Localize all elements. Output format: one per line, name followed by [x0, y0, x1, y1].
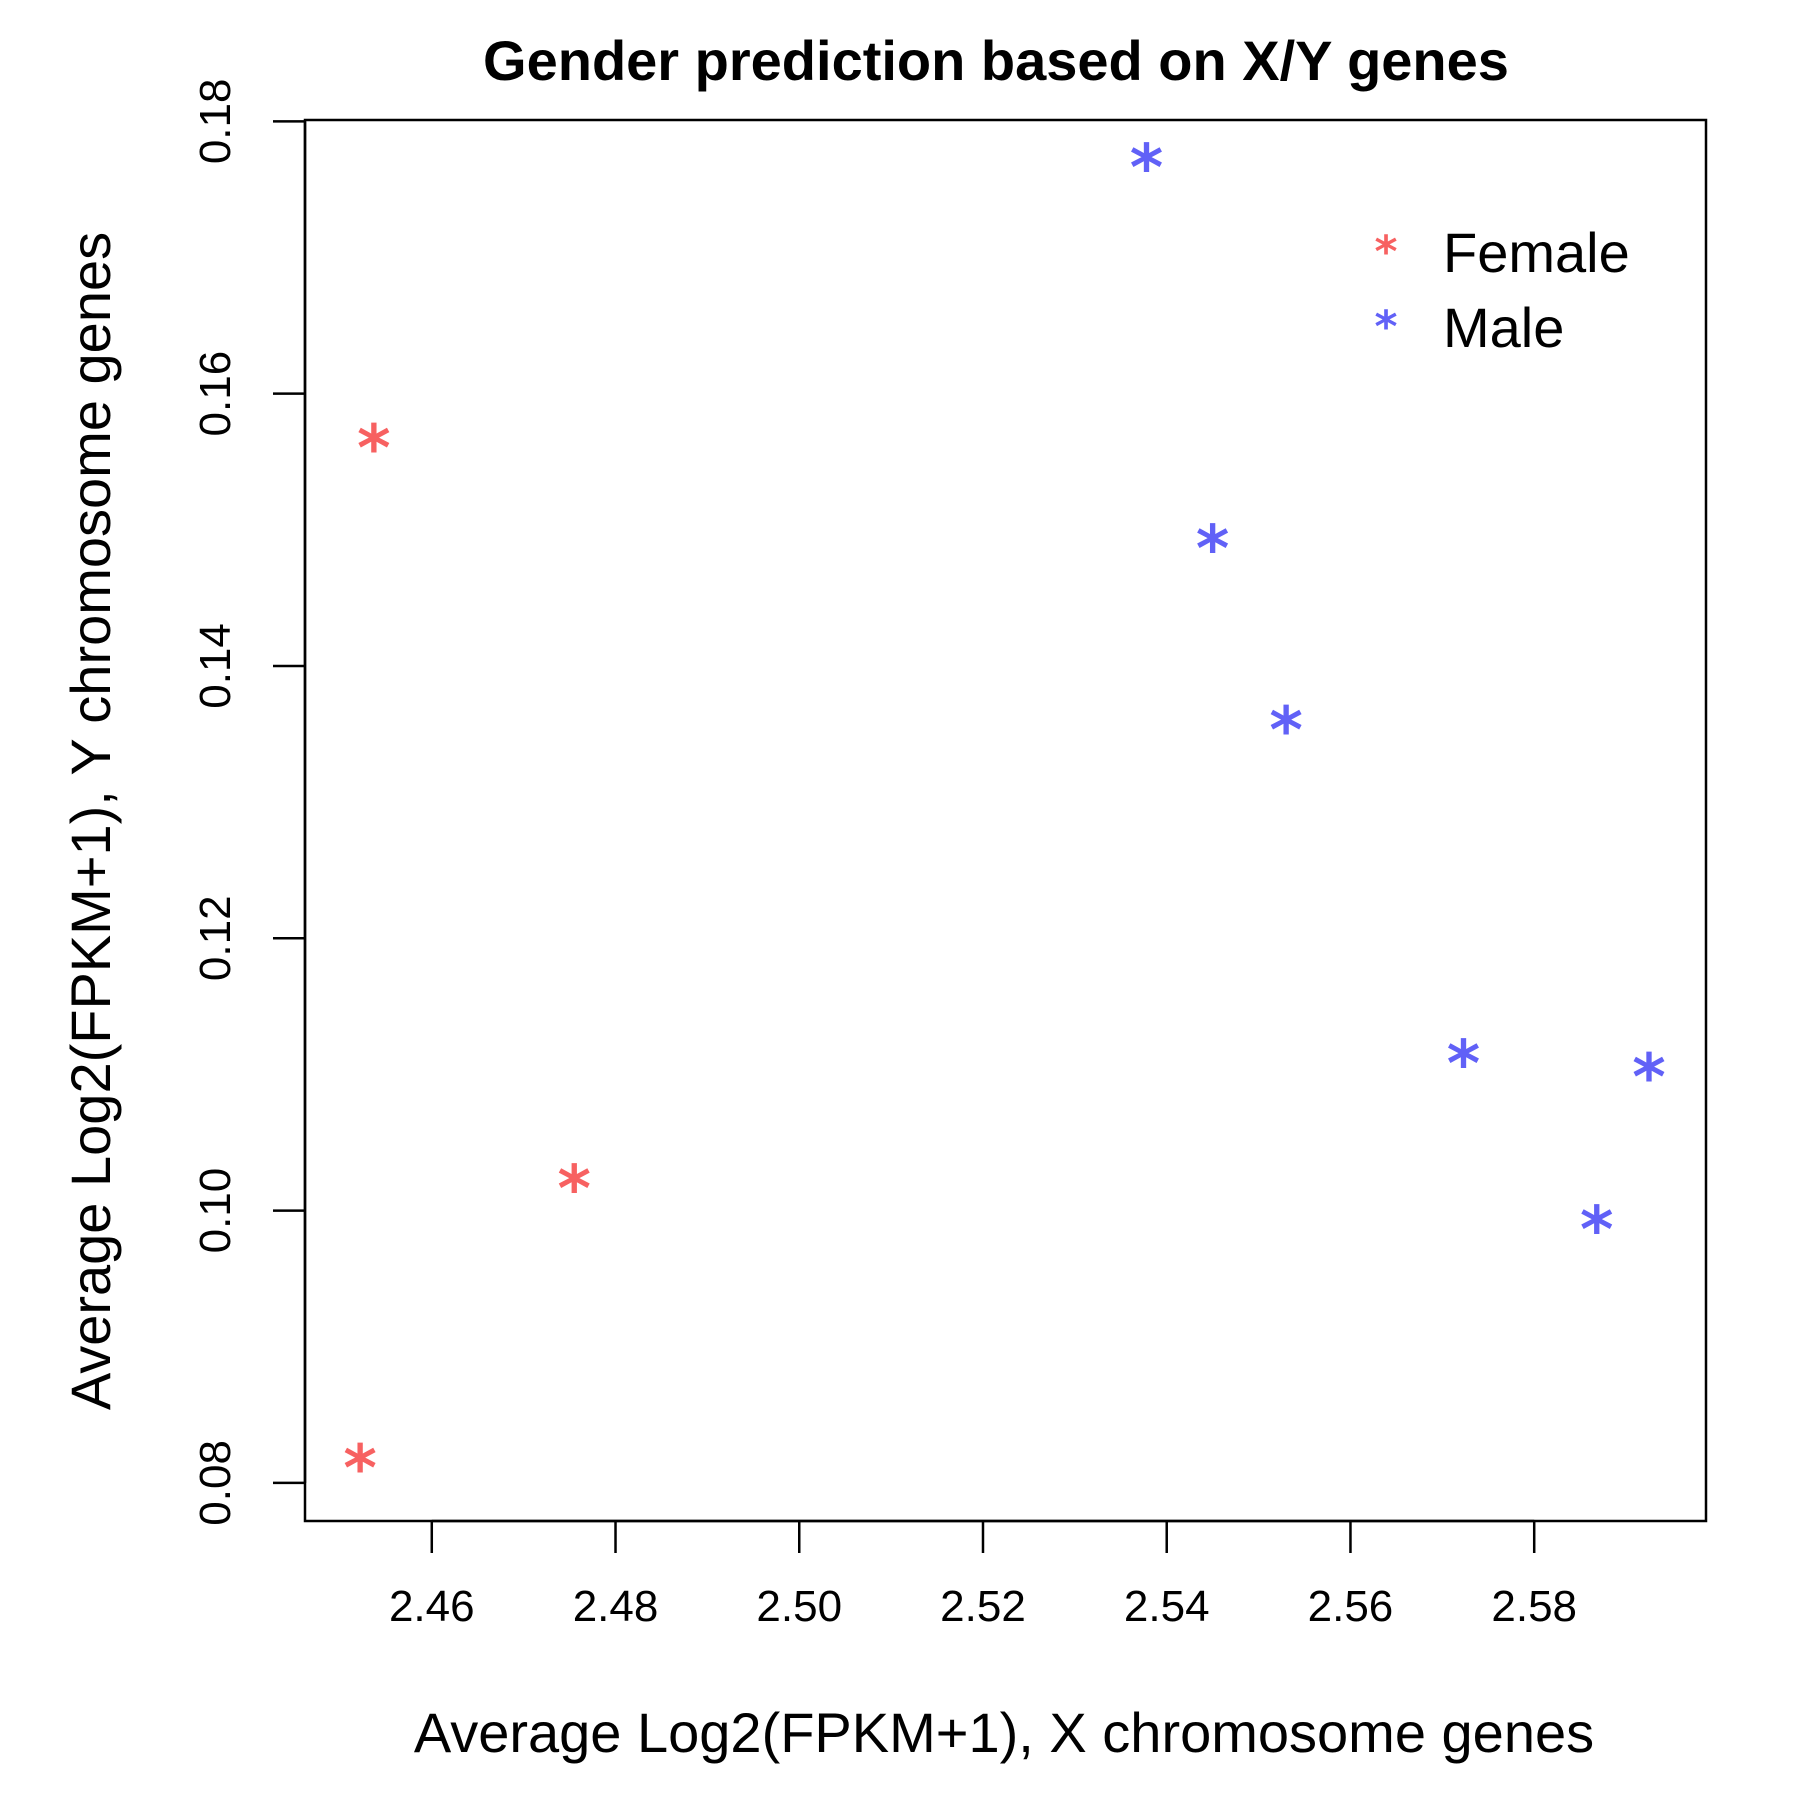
legend-marker: * [1374, 227, 1397, 278]
x-axis: 2.46 2.48 2.50 2.52 2.54 2.56 2.58 [389, 1519, 1577, 1631]
y-tick-label: 0.18 [191, 79, 240, 165]
data-point-male: * [1580, 1194, 1613, 1268]
y-axis: 0.08 0.10 0.12 0.14 0.16 0.18 [191, 79, 307, 1526]
data-point-male: * [1196, 513, 1229, 587]
legend: * Female * Male [1374, 221, 1629, 359]
data-points: * * * * * * * * * [343, 132, 1665, 1506]
x-tick-label: 2.56 [1308, 1582, 1394, 1631]
x-tick-label: 2.54 [1124, 1582, 1210, 1631]
x-tick-label: 2.58 [1491, 1582, 1577, 1631]
legend-marker: * [1374, 302, 1397, 353]
data-point-female: * [357, 412, 390, 486]
x-tick-label: 2.52 [940, 1582, 1026, 1631]
x-tick-label: 2.50 [756, 1582, 842, 1631]
y-tick-label: 0.12 [191, 895, 240, 981]
data-point-male: * [1447, 1028, 1480, 1102]
y-axis-label: Average Log2(FPKM+1), Y chromosome genes [59, 232, 122, 1410]
y-tick-label: 0.10 [191, 1168, 240, 1254]
data-point-male: * [1632, 1042, 1665, 1116]
x-axis-label: Average Log2(FPKM+1), X chromosome genes [414, 1701, 1594, 1764]
y-tick-label: 0.16 [191, 351, 240, 437]
x-tick-label: 2.46 [389, 1582, 475, 1631]
data-point-male: * [1269, 694, 1302, 768]
x-tick-label: 2.48 [573, 1582, 659, 1631]
legend-label: Male [1443, 296, 1564, 359]
chart-title: Gender prediction based on X/Y genes [483, 29, 1509, 92]
y-tick-label: 0.14 [191, 623, 240, 709]
legend-label: Female [1443, 221, 1630, 284]
data-point-male: * [1130, 132, 1163, 206]
y-tick-label: 0.08 [191, 1440, 240, 1526]
data-point-female: * [557, 1153, 590, 1227]
data-point-female: * [343, 1432, 376, 1506]
